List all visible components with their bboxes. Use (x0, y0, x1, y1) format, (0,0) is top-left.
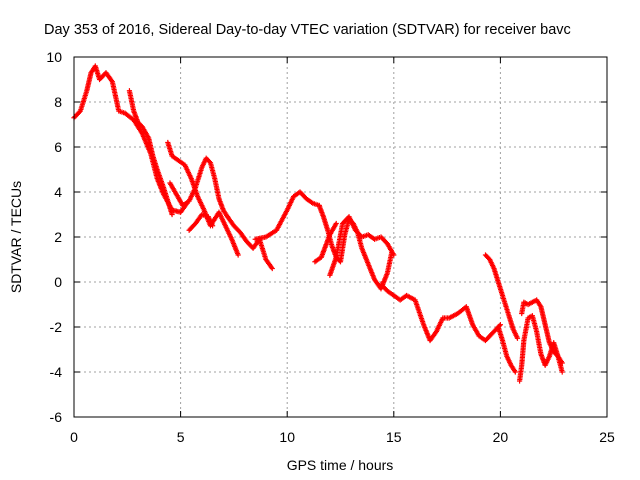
data-point-interp (76, 109, 82, 115)
x-tick-label: 20 (493, 429, 509, 445)
x-axis-label: GPS time / hours (287, 457, 394, 473)
y-axis-label: SDTVAR / TECUs (8, 181, 24, 293)
y-tick-label: 6 (54, 139, 62, 155)
data-point (512, 369, 518, 375)
x-tick-label: 5 (177, 429, 185, 445)
data-point (391, 252, 397, 258)
y-tick-label: 8 (54, 94, 62, 110)
data-point-interp (206, 159, 212, 165)
plot-frame (73, 56, 608, 418)
y-tick-label: -2 (50, 319, 63, 335)
data-points (71, 63, 565, 384)
data-point (514, 335, 521, 341)
chart-title: Day 353 of 2016, Sidereal Day-to-day VTE… (44, 22, 571, 38)
data-point (209, 223, 216, 229)
y-tick-label: 10 (46, 49, 62, 65)
data-point (235, 252, 241, 258)
x-tick-label: 25 (599, 429, 615, 445)
y-tick-labels: -6 -4 -2 0 2 4 6 8 10 (46, 49, 62, 425)
data-point-interp (486, 255, 492, 261)
x-tick-labels: 0 5 10 15 20 25 (70, 429, 615, 445)
data-point (559, 369, 565, 375)
y-tick-label: -6 (50, 409, 63, 425)
data-point (333, 220, 339, 227)
y-tick-label: 2 (54, 229, 62, 245)
y-tick-label: -4 (50, 364, 63, 380)
y-tick-label: 0 (54, 274, 62, 290)
x-tick-label: 15 (386, 429, 402, 445)
x-tick-label: 0 (70, 429, 78, 445)
data-point (169, 211, 175, 218)
x-tick-label: 10 (279, 429, 295, 445)
y-tick-label: 4 (54, 184, 62, 200)
data-point (269, 265, 275, 272)
